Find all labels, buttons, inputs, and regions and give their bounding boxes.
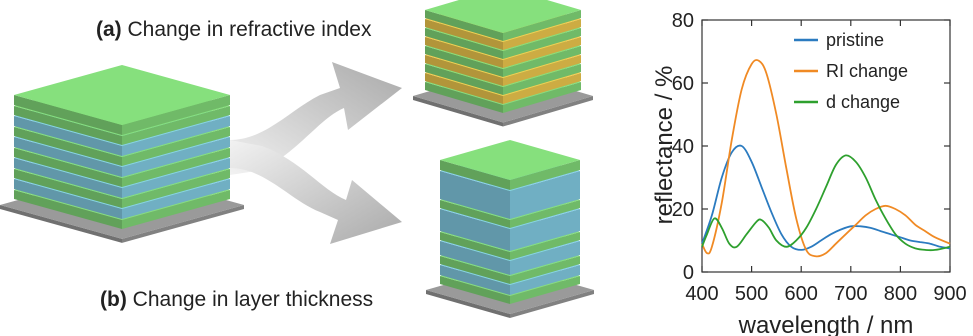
x-tick-label: 700 bbox=[834, 283, 867, 305]
x-axis-label: wavelength / nm bbox=[738, 312, 914, 336]
curved-split-arrow-icon bbox=[230, 62, 402, 244]
chart-axes: 400 500 600 700 800 900 0 20 40 60 80 bbox=[672, 10, 967, 305]
x-tick-label: 600 bbox=[785, 283, 818, 305]
y-tick-label: 0 bbox=[683, 262, 694, 284]
caption-a-tag: (a) bbox=[96, 18, 122, 41]
y-tick-label: 60 bbox=[672, 73, 694, 95]
series-line-pristine bbox=[701, 144, 951, 251]
x-tick-label: 800 bbox=[884, 283, 917, 305]
caption-b: (b) Change in layer thickness bbox=[100, 288, 373, 312]
y-axis-label: reflectance / % bbox=[651, 66, 678, 225]
series-line-d-change bbox=[701, 154, 951, 252]
layer bbox=[425, 0, 581, 41]
caption-b-text: Change in layer thickness bbox=[132, 288, 374, 311]
pristine-layer-stack bbox=[0, 65, 244, 243]
series-line-ri-change bbox=[701, 59, 951, 258]
y-tick-label: 80 bbox=[672, 10, 694, 32]
x-tick-label: 500 bbox=[735, 283, 768, 305]
legend-entry: RI change bbox=[826, 61, 908, 81]
legend-entry: d change bbox=[826, 92, 900, 112]
x-tick-label: 400 bbox=[685, 283, 718, 305]
legend-entry: pristine bbox=[826, 30, 884, 50]
y-tick-label: 20 bbox=[672, 199, 694, 221]
caption-b-tag: (b) bbox=[100, 288, 127, 311]
layer bbox=[440, 140, 580, 190]
caption-a: (a) Change in refractive index bbox=[96, 18, 372, 42]
refractive-index-changed-stack bbox=[413, 0, 593, 127]
chart-legend: pristine RI change d change bbox=[794, 30, 908, 112]
caption-a-text: Change in refractive index bbox=[127, 18, 372, 41]
layer bbox=[14, 65, 230, 135]
chart-series-lines bbox=[701, 59, 951, 258]
thickness-changed-stack bbox=[426, 140, 594, 318]
y-tick-label: 40 bbox=[672, 136, 694, 158]
x-tick-label: 900 bbox=[933, 283, 966, 305]
